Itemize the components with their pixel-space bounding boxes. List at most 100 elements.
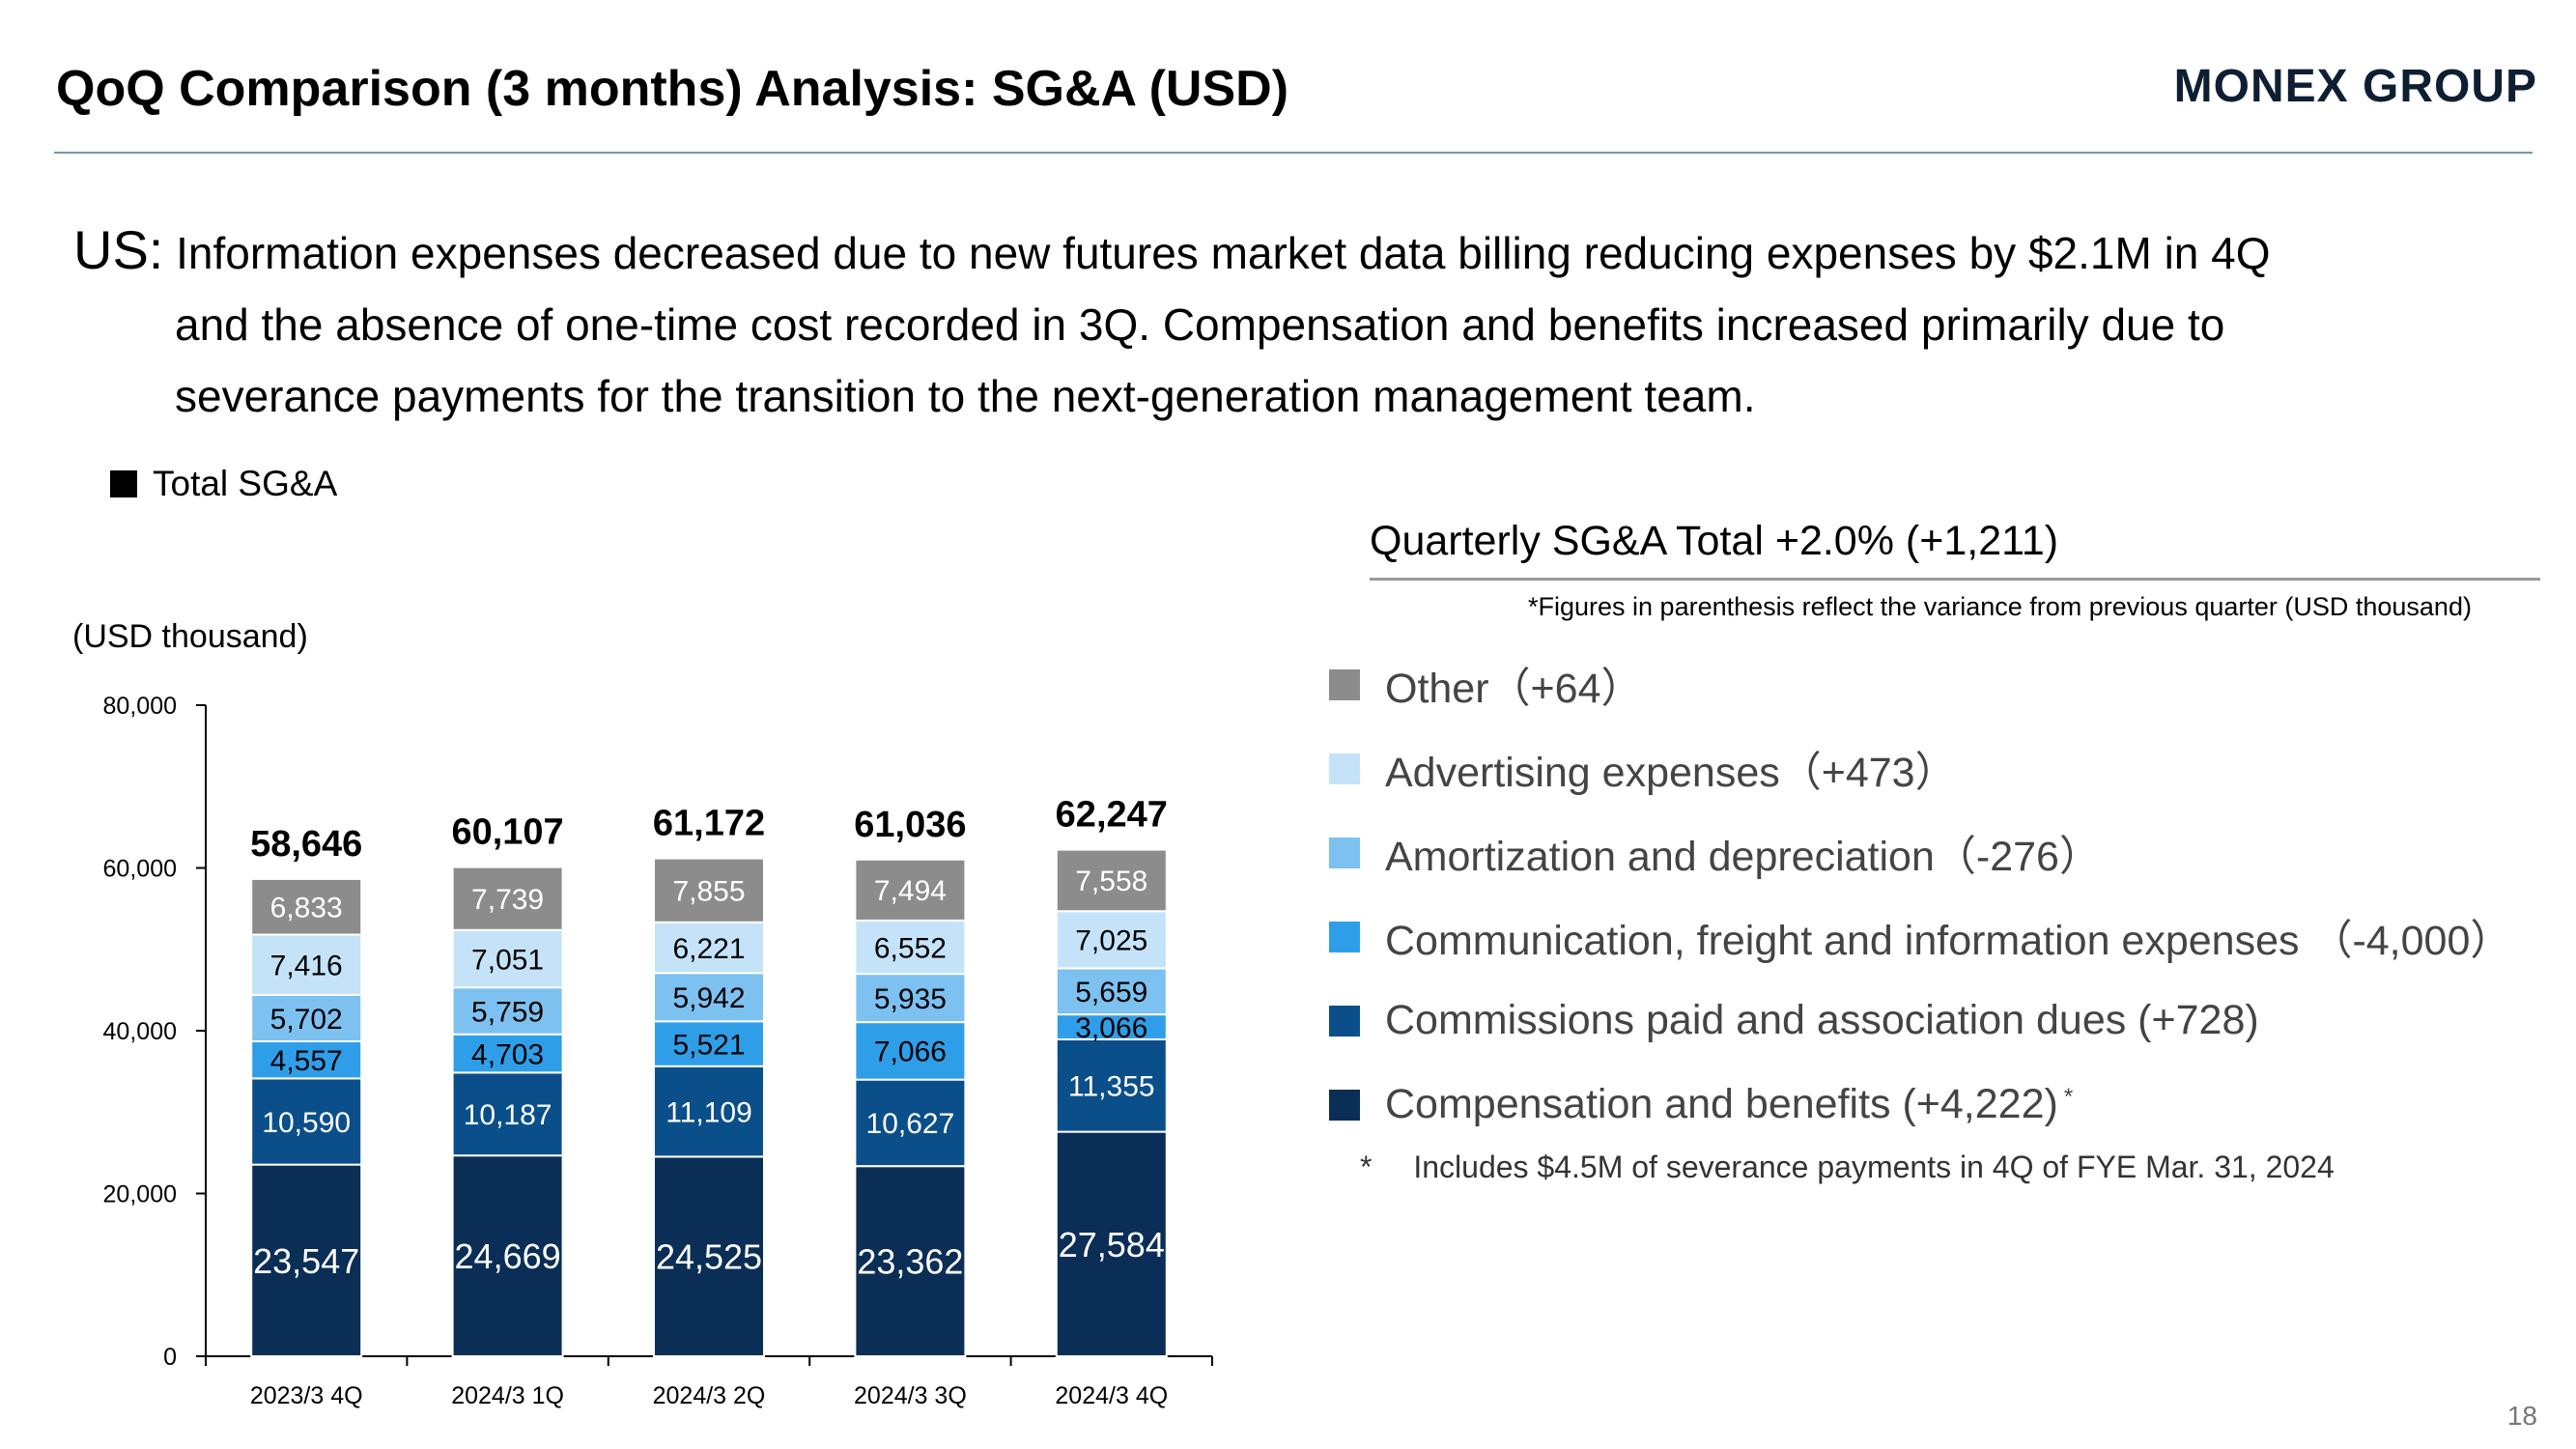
summary-line-3: severance payments for the transition to… xyxy=(175,371,1756,421)
bar-value-label: 7,855 xyxy=(672,876,745,908)
bar-segment xyxy=(451,866,564,931)
bar-segment xyxy=(451,1154,564,1358)
bar-segment xyxy=(1055,910,1168,970)
bar-segment xyxy=(854,1021,967,1081)
bar-value-label: 7,558 xyxy=(1075,866,1147,897)
bar-value-label: 5,521 xyxy=(672,1029,745,1061)
bar-value-label: 7,051 xyxy=(471,944,544,976)
bar-segment xyxy=(653,1020,765,1067)
legend-panel-note: *Figures in parenthesis reflect the vari… xyxy=(1528,592,2472,621)
y-tick-label: 80,000 xyxy=(103,693,177,720)
bar-value-label: 10,187 xyxy=(464,1099,552,1131)
bar-segment xyxy=(250,1040,363,1080)
bar-value-label: 7,739 xyxy=(471,884,544,916)
unit-label: (USD thousand) xyxy=(72,618,308,655)
bar-value-label: 7,066 xyxy=(874,1037,947,1068)
y-tick-label: 40,000 xyxy=(103,1018,177,1045)
bar-value-label: 11,355 xyxy=(1068,1071,1155,1103)
x-tick-label: 2024/3 3Q xyxy=(854,1382,967,1409)
legend-item-advertising: Advertising expenses（+473） xyxy=(1329,726,2511,810)
bar-segment xyxy=(451,986,564,1036)
footnote-text: Includes $4.5M of severance payments in … xyxy=(1413,1150,2335,1184)
legend-label-amortization: Amortization and depreciation（-276） xyxy=(1385,833,2101,880)
footnote: * Includes $4.5M of severance payments i… xyxy=(1360,1150,2335,1185)
bar-value-label: 24,669 xyxy=(455,1236,561,1276)
bar-segment xyxy=(854,919,967,976)
bar-value-label: 5,702 xyxy=(270,1004,343,1036)
legend-swatch-compensation xyxy=(1329,1089,1360,1121)
stacked-bar-chart: 0 20,000 40,000 60,000 80,000 23,547 10,590 4,5… xyxy=(103,693,1213,1409)
bar-value-label: 3,066 xyxy=(1075,1012,1147,1044)
footnote-star: * xyxy=(1360,1150,1373,1184)
bar-value-label: 5,942 xyxy=(672,982,745,1014)
x-tick-label: 2024/3 2Q xyxy=(653,1382,766,1409)
summary-line-1: Information expenses decreased due to ne… xyxy=(176,228,2271,278)
bar-total-label: 58,646 xyxy=(250,824,362,865)
legend-swatch-commissions xyxy=(1329,1005,1360,1037)
bar-value-label: 23,547 xyxy=(253,1241,359,1281)
legend-label-other: Other（+64） xyxy=(1385,665,1643,712)
bar-value-label: 5,935 xyxy=(874,983,947,1015)
bar-total-label: 61,036 xyxy=(854,805,966,845)
bar-segment xyxy=(451,1033,564,1074)
bar-value-label: 10,627 xyxy=(866,1108,955,1140)
legend-footnote-marker: * xyxy=(2063,1083,2074,1110)
legend-item-commissions: Commissions paid and association dues (+… xyxy=(1329,979,2511,1063)
bar-segment xyxy=(653,1155,765,1357)
x-tick-label: 2024/3 1Q xyxy=(451,1382,564,1409)
legend-panel-divider xyxy=(1370,578,2540,581)
legend-label-commissions: Commissions paid and association dues (+… xyxy=(1385,997,2259,1043)
y-tick-label: 60,000 xyxy=(103,856,177,883)
bar-segment xyxy=(250,993,363,1043)
total-sga-legend: Total SG&A xyxy=(110,464,337,504)
legend-item-communication: Communication, freight and information e… xyxy=(1329,895,2511,979)
x-tick-label: 2024/3 4Q xyxy=(1055,1382,1168,1409)
legend-swatch-advertising xyxy=(1329,753,1360,784)
bar-value-label: 6,552 xyxy=(874,932,947,964)
total-sga-legend-swatch xyxy=(110,470,137,497)
page-title: QoQ Comparison (3 months) Analysis: SG&A… xyxy=(56,61,1289,117)
legend-list: Other（+64） Advertising expenses（+473） Am… xyxy=(1329,642,2511,1147)
bar-value-label: 4,557 xyxy=(270,1045,343,1077)
bar-segment xyxy=(250,933,363,996)
y-tick-label: 20,000 xyxy=(103,1181,177,1208)
summary-text: US: Information expenses decreased due t… xyxy=(73,214,2507,432)
bar-segment xyxy=(451,1071,564,1157)
y-tick-label: 0 xyxy=(163,1344,177,1371)
bar-value-label: 24,525 xyxy=(656,1237,762,1277)
bar-value-label: 5,659 xyxy=(1075,977,1147,1009)
bar-segment xyxy=(653,921,765,975)
x-tick-label: 2023/3 4Q xyxy=(250,1382,363,1409)
legend-item-other: Other（+64） xyxy=(1329,642,2511,726)
legend-item-amortization: Amortization and depreciation（-276） xyxy=(1329,810,2511,895)
legend-panel-title: Quarterly SG&A Total +2.0% (+1,211) xyxy=(1370,518,2059,564)
bar-segment xyxy=(854,973,967,1024)
bar-segment xyxy=(653,1065,765,1158)
bar-value-label: 10,590 xyxy=(262,1107,351,1139)
bar-total-label: 62,247 xyxy=(1056,795,1168,836)
bar-segment xyxy=(1055,1013,1168,1040)
legend-swatch-communication xyxy=(1329,921,1360,952)
bar-value-label: 7,416 xyxy=(270,951,343,982)
title-divider xyxy=(54,152,2533,154)
summary-line-2: and the absence of one-time cost recorde… xyxy=(175,299,2225,350)
bar-value-label: 7,494 xyxy=(874,875,947,907)
legend-label-advertising: Advertising expenses（+473） xyxy=(1385,749,1957,796)
bar-segment xyxy=(653,972,765,1023)
bar-value-label: 7,025 xyxy=(1075,925,1147,957)
bar-segment xyxy=(451,928,564,989)
bar-segment xyxy=(1055,1130,1168,1358)
bar-segment xyxy=(653,857,765,923)
company-logo: MONEX GROUP xyxy=(2173,61,2537,112)
bar-total-label: 60,107 xyxy=(451,812,563,853)
bar-value-label: 23,362 xyxy=(857,1242,963,1282)
bar-segment xyxy=(250,1163,363,1358)
bar-value-label: 6,221 xyxy=(672,933,745,965)
total-sga-legend-label: Total SG&A xyxy=(153,464,338,503)
bar-value-label: 27,584 xyxy=(1059,1225,1165,1264)
bar-total-label: 61,172 xyxy=(653,804,765,844)
bar-segment xyxy=(250,877,363,936)
page-number: 18 xyxy=(2506,1401,2537,1431)
bar-value-label: 11,109 xyxy=(665,1096,752,1128)
bar-value-label: 6,833 xyxy=(270,892,343,923)
